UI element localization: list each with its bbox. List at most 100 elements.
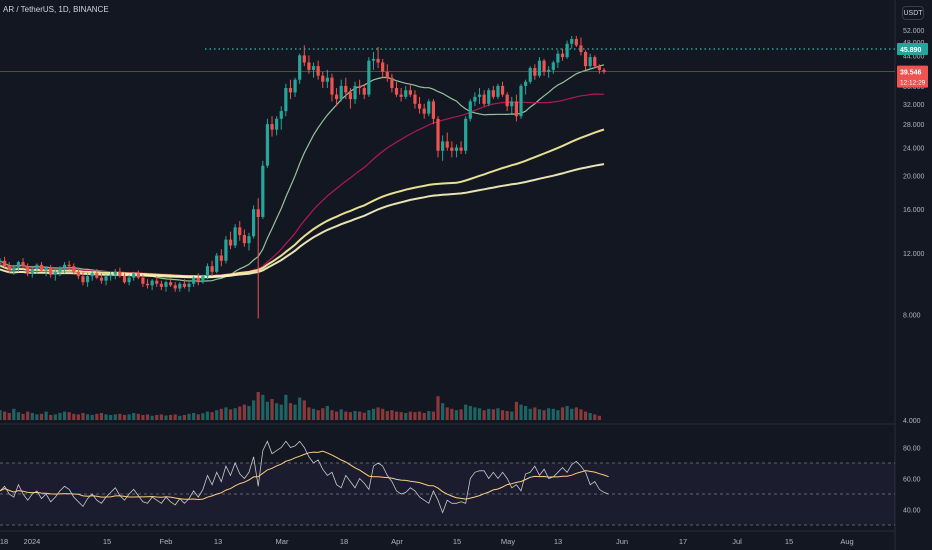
candle-body xyxy=(321,75,325,82)
candle-body xyxy=(182,283,187,287)
candle-body xyxy=(44,267,48,271)
volume-bar xyxy=(288,403,293,420)
volume-bar xyxy=(155,414,159,420)
volume-bar xyxy=(491,409,495,420)
volume-bar xyxy=(436,396,440,420)
volume-bar xyxy=(90,414,94,420)
volume-bar xyxy=(224,407,228,420)
volume-bar xyxy=(233,408,237,420)
volume-bar xyxy=(86,414,90,420)
candle-body xyxy=(145,283,150,286)
volume-bar xyxy=(95,413,99,420)
candle-body xyxy=(141,277,145,284)
volume-bar xyxy=(454,410,459,420)
volume-bar xyxy=(242,404,246,420)
volume-bar xyxy=(547,408,551,420)
volume-bar xyxy=(187,413,191,420)
volume-bar xyxy=(270,399,274,420)
candle-body xyxy=(556,53,560,63)
candle-body xyxy=(597,66,601,70)
time-tick-label: Mar xyxy=(276,537,289,546)
volume-bar xyxy=(445,407,449,420)
volume-bar xyxy=(127,414,131,420)
candle-body xyxy=(413,94,417,104)
candle-body xyxy=(583,51,588,67)
volume-bar xyxy=(30,413,34,420)
candle-body xyxy=(574,39,578,46)
time-tick-label: 18 xyxy=(340,537,348,546)
candle-body xyxy=(3,260,7,267)
volume-bar xyxy=(238,406,242,420)
ma-line-200 xyxy=(0,163,605,279)
price-tick-label: 52.000 xyxy=(903,28,925,35)
candle-body xyxy=(482,94,486,104)
time-tick-label: Jul xyxy=(732,537,742,546)
candle-body xyxy=(547,69,551,72)
currency-button[interactable]: USDT xyxy=(902,6,924,20)
volume-bar xyxy=(72,413,76,420)
time-tick-label: Aug xyxy=(840,537,853,546)
candle-body xyxy=(334,94,339,100)
volume-bar xyxy=(44,411,48,420)
candle-body xyxy=(565,43,569,58)
candle-body xyxy=(367,60,371,95)
candle-body xyxy=(491,90,495,97)
volume-bar xyxy=(168,414,173,420)
volume-bar xyxy=(67,412,71,420)
candle-body xyxy=(404,90,408,97)
volume-bar xyxy=(417,411,422,420)
volume-bar xyxy=(99,413,104,420)
volume-bar xyxy=(325,406,329,420)
volume-bar xyxy=(579,409,583,420)
candle-body xyxy=(86,276,90,283)
volume-bar xyxy=(330,410,334,420)
volume-bar xyxy=(261,394,265,420)
candle-body xyxy=(500,85,505,95)
volume-bar xyxy=(510,411,514,420)
price-tick-label: 16.000 xyxy=(903,207,925,214)
volume-bar xyxy=(141,414,145,420)
rsi-tick-label: 60.00 xyxy=(903,477,921,484)
volume-bar xyxy=(556,410,560,420)
candle-body xyxy=(173,285,177,289)
candle-body xyxy=(279,111,283,119)
volume-bar xyxy=(371,408,376,420)
candle-body xyxy=(542,60,546,72)
time-tick-label: 17 xyxy=(679,537,687,546)
candle-body xyxy=(26,266,30,274)
candle-body xyxy=(270,124,274,130)
candle-body xyxy=(330,77,334,95)
volume-bar xyxy=(339,409,343,420)
time-tick-label: 15 xyxy=(453,537,461,546)
rsi-tick-label: 40.00 xyxy=(903,508,921,515)
volume-bar xyxy=(311,408,316,420)
volume-bar xyxy=(122,414,127,420)
volume-bar xyxy=(542,410,546,420)
candle-body xyxy=(524,81,528,86)
price-tick-label: 8.000 xyxy=(903,313,921,320)
candle-body xyxy=(602,69,606,72)
candle-body xyxy=(155,280,159,284)
volume-bar xyxy=(574,407,578,420)
ma-line-100 xyxy=(0,128,605,278)
volume-bar xyxy=(118,413,122,420)
candle-body xyxy=(201,276,205,283)
time-tick-label: Jun xyxy=(616,537,628,546)
volume-bar xyxy=(358,411,362,420)
volume-bar xyxy=(394,411,399,420)
candle-body xyxy=(178,283,182,289)
candle-body xyxy=(487,90,491,104)
volume-bar xyxy=(519,404,523,420)
candle-body xyxy=(122,276,127,283)
volume-bar xyxy=(109,414,113,420)
volume-bar xyxy=(500,410,505,420)
price-tick-label: 28.000 xyxy=(903,122,925,129)
candle-body xyxy=(519,85,523,117)
volume-bar xyxy=(53,414,57,420)
volume-bar xyxy=(385,411,389,420)
volume-bar xyxy=(159,414,163,420)
volume-bar xyxy=(104,414,108,420)
price-tick-label: 24.000 xyxy=(903,146,925,153)
candle-body xyxy=(109,274,113,277)
